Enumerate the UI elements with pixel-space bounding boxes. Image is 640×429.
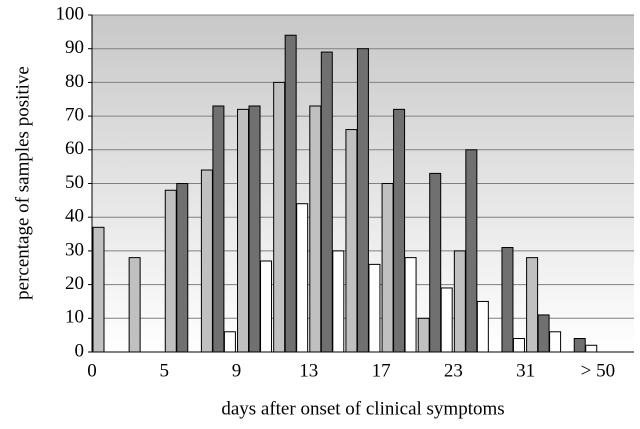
bar	[417, 317, 430, 353]
y-tick-label: 10	[65, 307, 84, 328]
x-tick-label: 23	[444, 360, 463, 381]
bar	[212, 105, 225, 353]
bar	[393, 108, 406, 353]
bar	[465, 149, 478, 353]
bar	[585, 344, 598, 353]
bar	[453, 250, 466, 353]
bar	[549, 331, 562, 353]
y-tick-label: 50	[65, 172, 84, 193]
x-tick-label: 0	[87, 360, 97, 381]
bar	[381, 183, 394, 353]
y-axis-title: percentage of samples positive	[12, 66, 33, 300]
bar	[92, 226, 105, 353]
bar	[429, 172, 442, 353]
bar	[404, 257, 417, 353]
bar	[476, 300, 489, 353]
bar	[512, 338, 525, 353]
y-tick-label: 80	[65, 71, 84, 92]
x-tick-label: 9	[232, 360, 242, 381]
bar	[296, 203, 309, 353]
bar	[345, 129, 358, 353]
y-tick-label: 90	[65, 37, 84, 58]
y-tick-label: 40	[65, 206, 84, 227]
bar	[248, 105, 261, 353]
bar	[368, 263, 381, 353]
y-tick-label: 60	[65, 138, 84, 159]
bar	[200, 169, 213, 353]
x-axis-title: days after onset of clinical symptoms	[221, 398, 504, 419]
bar	[573, 338, 586, 353]
x-tick-label: 31	[516, 360, 535, 381]
x-tick-label: 17	[372, 360, 391, 381]
bar	[223, 331, 236, 353]
bar	[332, 250, 345, 353]
x-tick-label: > 50	[581, 360, 615, 381]
y-tick-label: 70	[65, 104, 84, 125]
y-tick-label: 20	[65, 273, 84, 294]
y-tick-label: 30	[65, 239, 84, 260]
x-tick-label: 5	[160, 360, 170, 381]
bar	[309, 105, 322, 353]
y-tick-label: 100	[56, 3, 85, 24]
bar	[237, 108, 250, 353]
bar	[176, 183, 189, 353]
bar	[356, 48, 369, 353]
x-tick-label: 13	[299, 360, 318, 381]
bar	[128, 257, 141, 353]
bar	[440, 287, 453, 353]
bar	[320, 51, 333, 353]
bar	[164, 189, 177, 353]
bar	[260, 260, 273, 353]
bar	[273, 81, 286, 353]
bar	[284, 34, 297, 353]
y-tick-label: 0	[75, 340, 85, 361]
bar	[537, 314, 550, 353]
bar	[526, 257, 539, 353]
bar	[501, 247, 514, 353]
